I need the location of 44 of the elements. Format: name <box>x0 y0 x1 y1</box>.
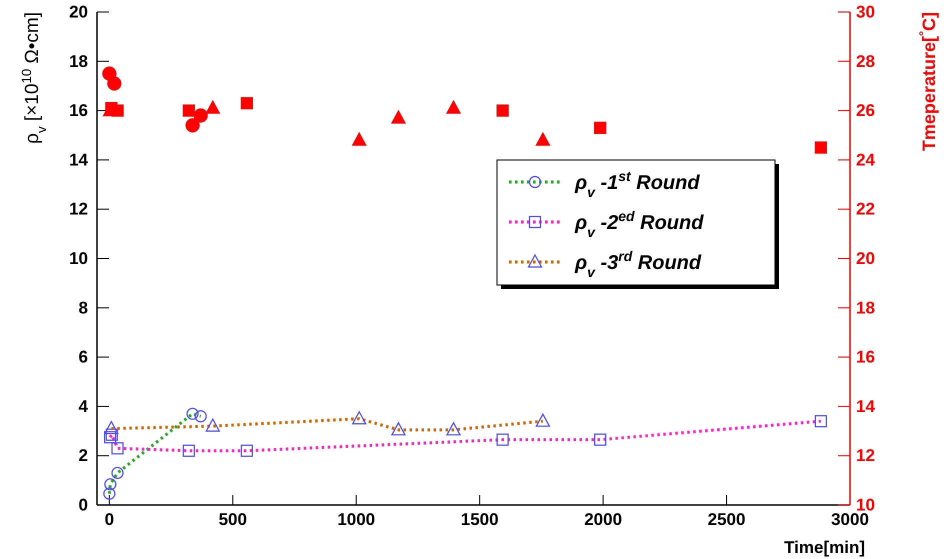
y2-tick-label: 12 <box>856 446 875 466</box>
y2-tick-label: 24 <box>856 150 876 170</box>
y2-tick-label: 20 <box>856 248 875 268</box>
point <box>182 104 195 117</box>
y-tick-label: 6 <box>78 348 88 367</box>
y2-tick-label: 30 <box>856 2 875 22</box>
x-tick-label: 1000 <box>337 510 376 530</box>
y2-tick-label: 28 <box>856 52 875 71</box>
y-tick-label: 16 <box>69 101 88 120</box>
x-tick-label: 500 <box>218 510 247 530</box>
y2-tick-label: 18 <box>856 298 875 318</box>
x-tick-label: 0 <box>104 510 114 530</box>
x-tick-label: 1500 <box>460 510 499 530</box>
y-tick-label: 0 <box>78 495 88 514</box>
y2-tick-label: 14 <box>856 396 876 416</box>
legend-label: ρ$_{v}$ -3$^{rd}$ Round <box>574 248 702 280</box>
y-tick-label: 4 <box>78 396 89 416</box>
point <box>594 122 606 134</box>
point <box>194 108 208 123</box>
y-tick-label: 18 <box>69 52 88 71</box>
point <box>536 132 550 146</box>
legend-label: ρ$_{v}$ -1$^{st}$ Round <box>574 168 700 200</box>
point <box>240 97 253 110</box>
point <box>352 132 366 146</box>
y-tick-label: 12 <box>69 200 88 219</box>
x-tick-label: 2500 <box>708 510 746 530</box>
y-tick-label: 2 <box>78 446 88 466</box>
y2-tick-label: 16 <box>856 348 875 367</box>
y-tick-label: 20 <box>69 2 88 22</box>
y2-tick-label: 22 <box>856 200 875 219</box>
point <box>814 141 827 154</box>
x-axis-title: Time[min] <box>784 538 865 557</box>
point <box>206 100 220 114</box>
point <box>391 110 406 124</box>
point <box>446 100 461 114</box>
legend-label: ρ$_{v}$ -2$^{ed}$ Round <box>574 208 704 240</box>
x-tick-label: 2000 <box>584 510 622 530</box>
y2-tick-label: 26 <box>856 101 875 120</box>
y-tick-label: 14 <box>69 150 89 170</box>
point <box>185 118 200 132</box>
y-tick-label: 8 <box>78 298 88 318</box>
point <box>496 104 509 117</box>
y-tick-label: 10 <box>69 248 88 268</box>
point <box>107 76 122 91</box>
